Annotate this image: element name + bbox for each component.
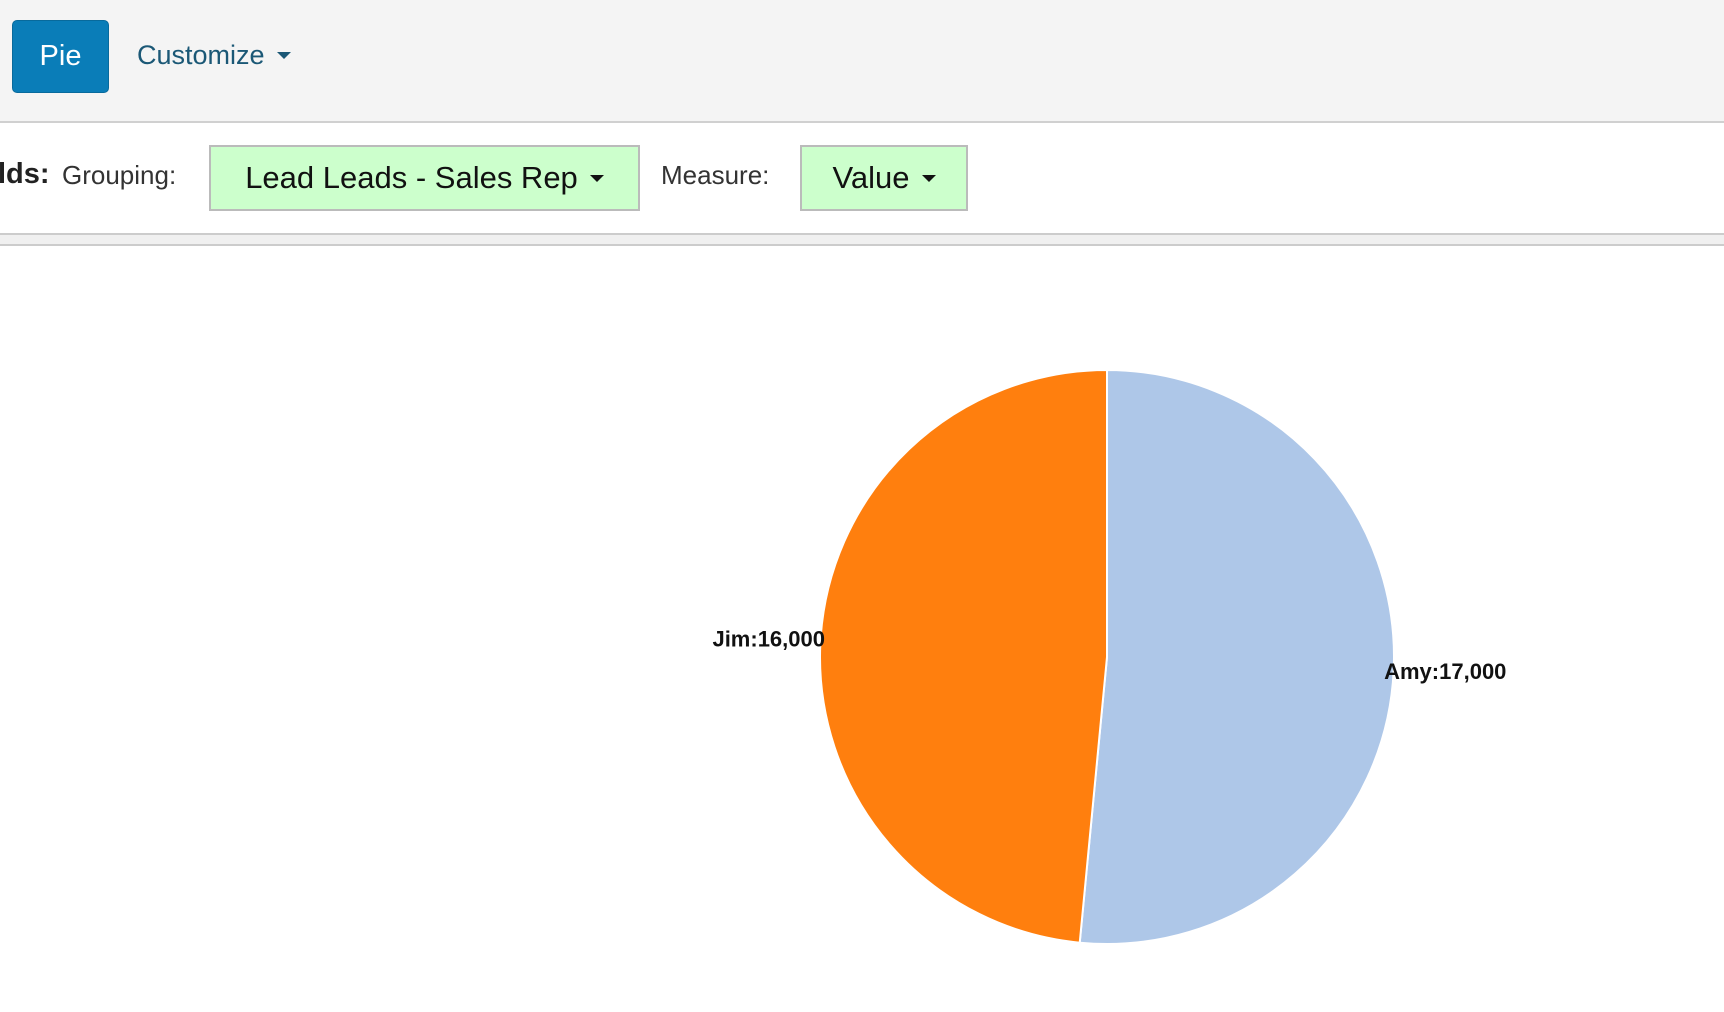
caret xyxy=(589,174,604,182)
measure-value: Value xyxy=(832,160,910,195)
fields-label: lds: xyxy=(0,158,50,190)
slice-label: Amy:17,000 xyxy=(1384,659,1506,684)
chart: Amy:17,000 Jim:16,000 xyxy=(712,368,1506,945)
grouping-value: Lead Leads - Sales Rep xyxy=(245,160,578,195)
caret xyxy=(276,52,291,59)
divider xyxy=(0,233,1724,246)
toolbar xyxy=(0,0,1724,123)
measure-label: Measure: xyxy=(661,160,770,190)
slice-label: Jim:16,000 xyxy=(712,627,825,652)
chart-type-button[interactable]: Pie xyxy=(12,20,109,93)
caret xyxy=(921,174,936,182)
customize-menu[interactable]: Customize xyxy=(137,40,291,71)
customize-text: Customize xyxy=(137,40,265,70)
grouping-dropdown[interactable]: Lead Leads - Sales Rep xyxy=(209,145,640,211)
pie-slice xyxy=(819,368,1108,944)
measure-dropdown[interactable]: Value xyxy=(800,145,968,211)
pie-slice xyxy=(1078,368,1396,945)
grouping-label: Grouping: xyxy=(62,160,177,190)
